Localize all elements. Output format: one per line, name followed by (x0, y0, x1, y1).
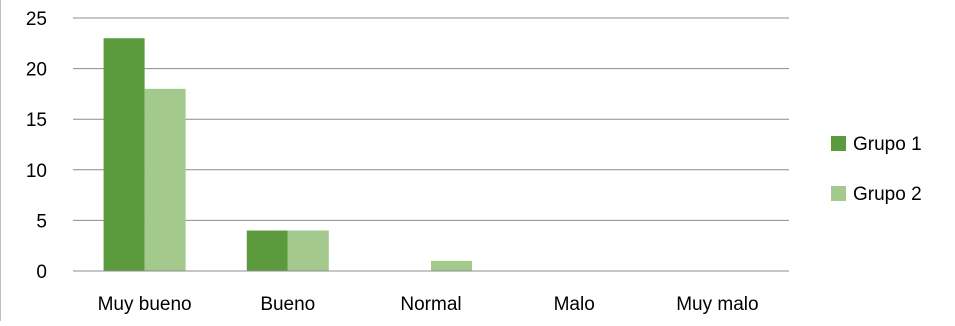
bar-grupo-1-0 (103, 38, 145, 271)
y-tick-label: 20 (26, 60, 47, 81)
x-tick-label: Normal (400, 294, 461, 315)
x-axis: Muy bueno Bueno Normal Malo Muy malo (73, 270, 789, 315)
x-tick-label: Bueno (260, 294, 315, 315)
bar-grupo-2-1 (287, 230, 329, 271)
y-tick-label: 25 (26, 9, 47, 30)
y-axis: 0 5 10 15 20 25 (26, 9, 47, 283)
y-tick-label: 5 (36, 211, 47, 232)
y-tick-label: 10 (26, 161, 47, 182)
x-tick-label: Muy malo (676, 294, 758, 315)
legend-label: Grupo 2 (853, 184, 922, 205)
bar-grupo-2-2 (431, 260, 472, 271)
x-tick-label: Muy bueno (98, 294, 192, 315)
x-tick-label: Malo (554, 294, 595, 315)
legend-label: Grupo 1 (853, 134, 922, 155)
legend: Grupo 1 Grupo 2 (831, 134, 922, 205)
legend-swatch (831, 186, 846, 201)
bar-grupo-2-0 (144, 88, 186, 271)
bar-grupo-1-1 (246, 230, 288, 271)
gridlines (73, 17, 789, 221)
y-tick-label: 15 (26, 110, 47, 131)
bars (103, 38, 472, 271)
y-tick-label: 0 (36, 262, 47, 283)
legend-swatch (831, 136, 846, 151)
